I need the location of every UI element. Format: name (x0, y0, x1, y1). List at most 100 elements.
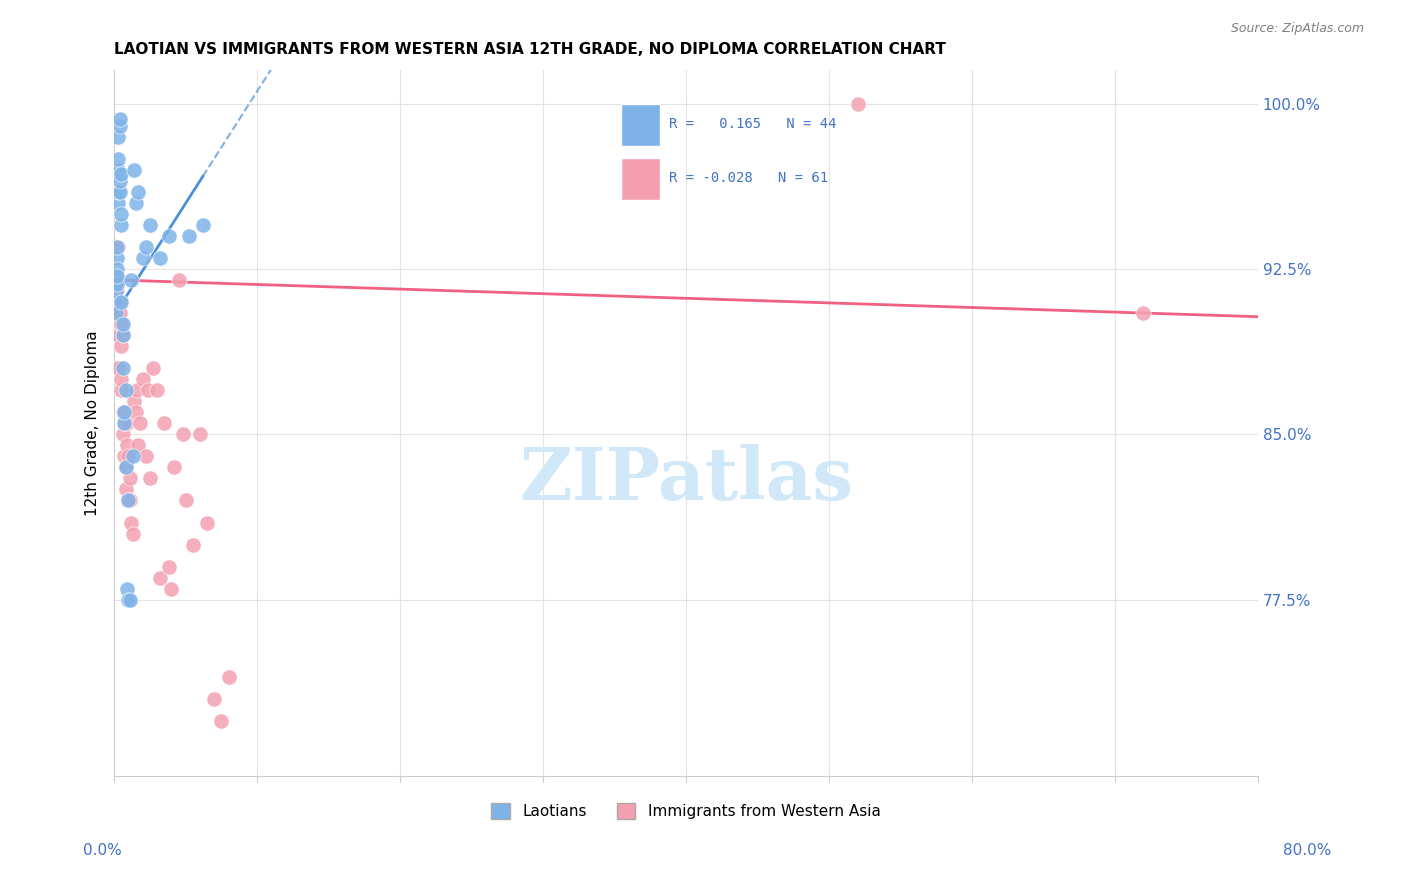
Point (108, 317, 131, 331)
Point (174, 493, 197, 508)
Point (105, 251, 128, 265)
Point (121, 450, 143, 464)
Point (846, 96, 869, 111)
Point (107, 361, 129, 376)
Point (124, 405, 146, 419)
Point (111, 361, 134, 376)
Point (112, 450, 135, 464)
Point (108, 295, 131, 310)
Point (139, 471, 162, 485)
Point (108, 174, 131, 188)
Point (111, 405, 134, 419)
Point (188, 427, 211, 442)
Point (135, 240, 157, 254)
Point (117, 493, 139, 508)
Point (108, 185, 131, 199)
Point (153, 417, 176, 431)
Point (110, 295, 132, 310)
Point (110, 372, 132, 386)
Point (202, 692, 225, 706)
Point (104, 295, 127, 310)
Point (112, 417, 135, 431)
Point (110, 317, 132, 331)
Point (110, 218, 132, 232)
Point (139, 218, 162, 232)
Point (138, 383, 160, 397)
Point (107, 328, 129, 343)
Text: Source: ZipAtlas.com: Source: ZipAtlas.com (1230, 22, 1364, 36)
Point (209, 714, 232, 728)
Point (167, 273, 190, 287)
Point (115, 417, 138, 431)
Point (104, 306, 127, 320)
Point (157, 559, 180, 574)
Point (160, 582, 183, 596)
Point (105, 268, 128, 283)
Point (149, 251, 172, 265)
Point (105, 361, 128, 376)
Point (163, 460, 186, 475)
Point (107, 129, 129, 144)
Point (108, 112, 131, 126)
Point (121, 526, 143, 541)
Point (107, 240, 129, 254)
Point (120, 516, 142, 530)
Point (117, 493, 139, 508)
Point (114, 460, 136, 475)
Point (110, 207, 132, 221)
Point (107, 162, 129, 177)
Point (104, 317, 127, 331)
Point (107, 195, 129, 210)
Point (111, 328, 134, 343)
Point (129, 417, 152, 431)
Point (115, 438, 138, 452)
Point (111, 317, 134, 331)
Point (114, 483, 136, 497)
Point (118, 471, 141, 485)
Point (142, 361, 165, 376)
Point (110, 339, 132, 353)
Point (114, 460, 136, 475)
Point (108, 306, 131, 320)
Point (107, 152, 129, 166)
Point (118, 493, 141, 508)
Point (112, 417, 135, 431)
Legend: Laotians, Immigrants from Western Asia: Laotians, Immigrants from Western Asia (485, 797, 887, 825)
Point (1132, 306, 1154, 320)
Point (114, 383, 136, 397)
Point (117, 450, 139, 464)
Point (177, 228, 200, 243)
Point (105, 277, 128, 292)
Text: ZIPatlas: ZIPatlas (519, 444, 853, 516)
Point (218, 670, 240, 684)
Point (104, 295, 127, 310)
Point (172, 427, 194, 442)
Point (195, 516, 218, 530)
Point (112, 405, 135, 419)
Point (111, 328, 134, 343)
Point (135, 450, 157, 464)
Point (128, 185, 150, 199)
Point (117, 592, 139, 607)
Point (112, 405, 135, 419)
Point (118, 592, 141, 607)
Point (128, 438, 150, 452)
Point (149, 571, 172, 585)
Text: 0.0%: 0.0% (83, 843, 122, 858)
Text: 80.0%: 80.0% (1284, 843, 1331, 858)
Point (107, 273, 129, 287)
Point (104, 284, 127, 298)
Point (157, 228, 180, 243)
Point (132, 251, 155, 265)
Point (124, 195, 146, 210)
Point (120, 273, 142, 287)
Point (105, 284, 128, 298)
Point (181, 538, 204, 552)
Point (105, 328, 128, 343)
Text: LAOTIAN VS IMMIGRANTS FROM WESTERN ASIA 12TH GRADE, NO DIPLOMA CORRELATION CHART: LAOTIAN VS IMMIGRANTS FROM WESTERN ASIA … (114, 42, 946, 57)
Point (122, 162, 145, 177)
Point (107, 185, 129, 199)
Point (105, 240, 128, 254)
Point (104, 306, 127, 320)
Point (125, 383, 148, 397)
